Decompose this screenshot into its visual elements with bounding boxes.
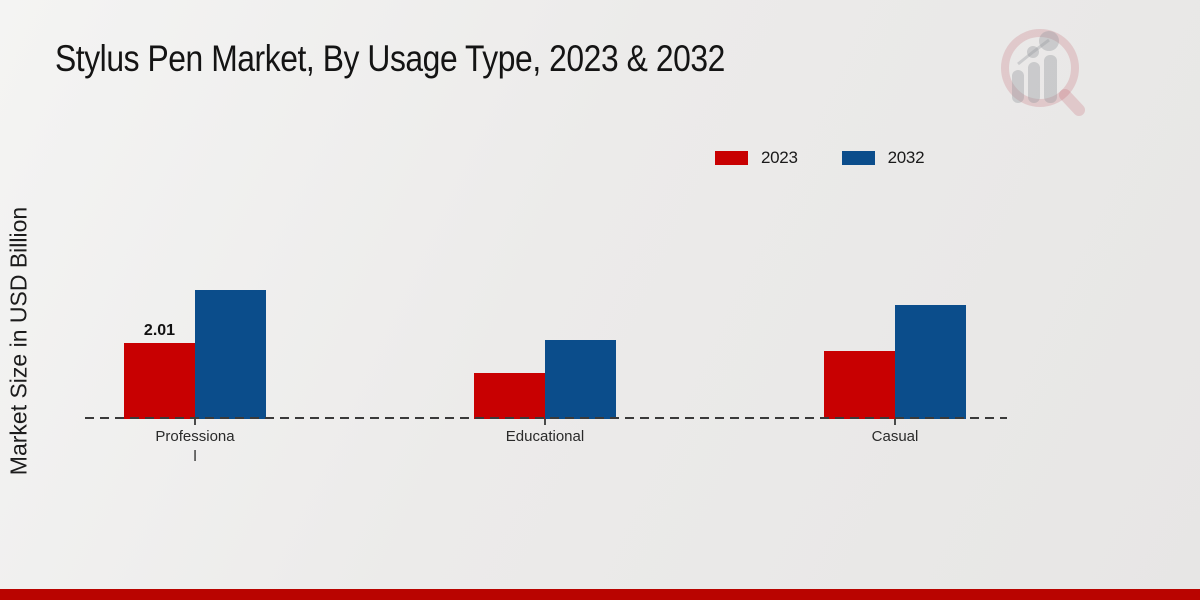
x-tick-label-casual: Casual	[871, 428, 919, 445]
magnifier-bar-chart-logo-icon	[1001, 29, 1085, 116]
chart-title: Stylus Pen Market, By Usage Type, 2023 &…	[55, 38, 725, 79]
bar-2032-casual	[895, 305, 966, 419]
x-tick-professional	[194, 419, 196, 425]
legend-label-2023: 2023	[761, 148, 798, 167]
bar-value-label: 2.01	[143, 322, 176, 339]
bar-2023-educational	[474, 373, 545, 419]
legend-item-2023: 2023	[715, 148, 798, 168]
x-tick-label-educational: Educational	[505, 428, 585, 445]
x-axis-baseline	[85, 417, 1007, 419]
legend-item-2032: 2032	[841, 148, 925, 168]
x-tick-educational	[544, 419, 546, 425]
bar-2032-professional	[195, 290, 266, 419]
x-tick-label-professional: Professiona l	[155, 428, 235, 466]
bar-2032-educational	[545, 340, 616, 419]
footer-accent-bar	[0, 589, 1200, 600]
bar-2023-casual	[824, 351, 895, 419]
x-tick-casual	[894, 419, 896, 425]
bar-2023-professional	[124, 343, 195, 419]
legend-swatch-2023	[715, 151, 748, 165]
legend-swatch-2032	[841, 151, 875, 165]
legend-label-2032: 2032	[887, 148, 925, 167]
legend: 2023 2032	[715, 148, 925, 168]
